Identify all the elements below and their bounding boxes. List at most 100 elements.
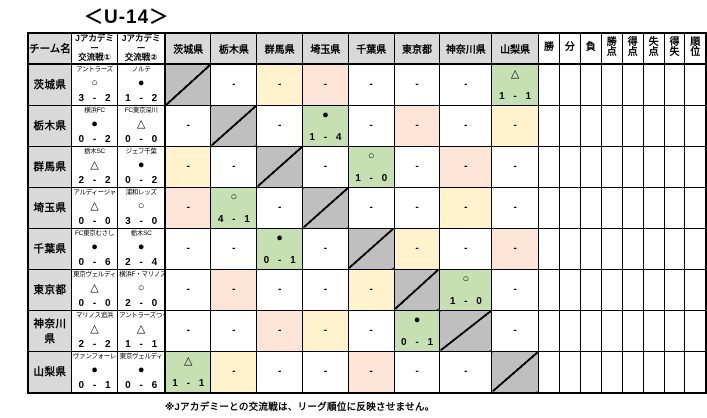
stat-cell xyxy=(663,268,686,311)
academy-match-cell: 東京ヴェルディ △ 0 - 0 xyxy=(70,268,119,311)
result-symbol: △ xyxy=(90,159,99,171)
result-symbol: ○ xyxy=(462,273,470,285)
academy-match-cell: 横浜F・マリノス ○ 2 - 0 xyxy=(117,268,167,311)
result-symbol: ○ xyxy=(230,191,238,203)
match-empty-cell: - xyxy=(393,186,441,229)
match-score: 0 - 6 xyxy=(125,379,158,391)
stat-cell xyxy=(538,63,560,106)
match-empty-cell: - xyxy=(164,145,212,188)
match-score: 1 - 0 xyxy=(355,173,388,184)
opponent-name: ヴァンフォーレ xyxy=(72,352,117,360)
page-title: ＜U-14＞ xyxy=(84,7,170,28)
stat-cell xyxy=(642,145,665,188)
opponent-name: 東京ヴェルディ xyxy=(73,270,116,278)
match-empty-cell: - xyxy=(302,63,349,106)
academy-column-header-2: Jアカデミー 交流戦② xyxy=(117,32,167,65)
opponent-name: 横浜FC xyxy=(84,106,105,114)
match-result-cell: △ 1 - 1 xyxy=(491,63,539,106)
stat-cell xyxy=(558,63,581,106)
match-empty-cell: - xyxy=(347,309,395,352)
stat-cell xyxy=(684,309,707,352)
result-symbol: ○ xyxy=(137,200,145,212)
stat-column-header-0: 勝 xyxy=(538,32,560,65)
table-row: 千葉県 FC東京むさし ● 0 - 6 栃木SC ● 2 - 4- - ● 0 - 1---- xyxy=(27,227,707,270)
stat-cell xyxy=(621,63,644,106)
match-result-cell: ● 0 - 1 xyxy=(393,309,441,352)
match-empty-cell: - xyxy=(491,104,539,147)
stat-cell xyxy=(621,227,644,270)
table-row: 群馬県 栃木SC △ 2 - 2 ジェフ千葉 ● 0 - 2- - - ○ 1 - 0--- xyxy=(27,145,707,188)
opponent-name: 栃木SC xyxy=(130,229,152,237)
academy-match-content: 東京ヴェルディ ● 0 - 6 xyxy=(119,352,164,392)
match-empty-cell: - xyxy=(210,268,258,311)
stat-cell xyxy=(558,268,581,311)
stat-cell xyxy=(684,145,707,188)
team-name-cell: 群馬県 xyxy=(27,145,72,188)
stat-cell xyxy=(600,145,623,188)
stat-cell xyxy=(663,63,686,106)
academy-match-content: FC東京むさし ● 0 - 6 xyxy=(72,229,116,268)
match-empty-cell: - xyxy=(302,145,349,188)
diagonal-cell xyxy=(164,63,212,106)
result-symbol: △ xyxy=(184,355,193,367)
opponent-name: マリノス追浜 xyxy=(75,311,114,319)
table-row: 山梨県 ヴァンフォーレ ● 0 - 1 東京ヴェルディ ● 0 - 6 △ 1 - 1-----… xyxy=(27,350,707,393)
academy-match-cell: FC東京深川 △ 0 - 0 xyxy=(117,104,167,147)
academy-match-content: アントラーズつくば △ 1 - 1 xyxy=(119,311,163,350)
team-name-cell: 山梨県 xyxy=(27,350,72,393)
diagonal-cell xyxy=(439,309,493,352)
result-symbol: △ xyxy=(90,282,99,294)
stat-column-header-5: 失点 xyxy=(642,32,665,65)
stat-cell xyxy=(579,63,602,106)
match-result-cell: ○ 1 - 0 xyxy=(347,145,395,188)
match-empty-cell: - xyxy=(164,227,212,270)
result-symbol: ● xyxy=(322,109,329,121)
match-score: 1 - 1 xyxy=(125,338,158,350)
result-symbol: ○ xyxy=(137,282,145,294)
match-score: 0 - 6 xyxy=(78,256,111,268)
academy-match-cell: 東京ヴェルディ ● 0 - 6 xyxy=(117,350,167,393)
stat-cell xyxy=(538,145,560,188)
match-empty-cell: - xyxy=(347,104,395,147)
stat-column-header-2: 負 xyxy=(579,32,602,65)
stat-cell xyxy=(558,145,581,188)
match-empty-cell: - xyxy=(491,309,539,352)
result-symbol: △ xyxy=(136,323,146,335)
match-empty-cell: - xyxy=(164,309,212,352)
opponent-name: アントラーズつくば xyxy=(119,311,163,319)
academy-column-header-1: Jアカデミー 交流戦① xyxy=(70,32,119,65)
result-symbol: ○ xyxy=(91,77,98,89)
match-empty-cell: - xyxy=(491,227,539,270)
stat-cell xyxy=(558,104,581,147)
match-empty-cell: - xyxy=(347,268,395,311)
match-score: 1 - 2 xyxy=(125,92,158,104)
match-result-cell: △ 1 - 1 xyxy=(164,350,212,393)
match-score: 0 - 1 xyxy=(263,255,296,266)
stat-cell xyxy=(600,268,623,311)
stat-cell xyxy=(600,350,623,393)
stat-cell xyxy=(663,227,686,270)
stat-column-header-1: 分 xyxy=(558,32,581,65)
academy-match-content: アルディージャ △ 0 - 0 xyxy=(72,188,116,227)
match-score: 2 - 2 xyxy=(78,174,111,186)
match-score: 1 - 0 xyxy=(449,296,482,307)
match-score: 0 - 2 xyxy=(78,133,111,145)
academy-match-content: 浦和レッズ ○ 3 - 0 xyxy=(119,188,164,227)
table-row: 茨城県 アントラーズ ○ 3 - 2 ノルテ ● 1 - 2- - - - - - △ 1 - 1 xyxy=(27,63,707,106)
academy-header-line2: 交流戦② xyxy=(124,52,158,62)
stat-cell xyxy=(642,227,665,270)
footnote: ※Jアカデミーとの交流戦は、リーグ順位に反映させません。 xyxy=(165,402,435,413)
stat-cell xyxy=(621,186,644,229)
team-name-cell: 東京都 xyxy=(27,268,72,311)
stat-cell xyxy=(538,268,560,311)
academy-match-cell: 浦和レッズ ○ 3 - 0 xyxy=(117,186,167,229)
academy-match-content: ヴァンフォーレ ● 0 - 1 xyxy=(72,352,117,392)
opponent-name: FC東京むさし xyxy=(74,229,115,237)
academy-match-cell: アルディージャ △ 0 - 0 xyxy=(70,186,119,229)
team-name-cell: 茨城県 xyxy=(27,63,72,106)
opponent-name: 東京ヴェルディ xyxy=(119,352,163,360)
match-empty-cell: - xyxy=(210,145,258,188)
diagonal-cell xyxy=(256,145,304,188)
match-empty-cell: - xyxy=(302,268,349,311)
